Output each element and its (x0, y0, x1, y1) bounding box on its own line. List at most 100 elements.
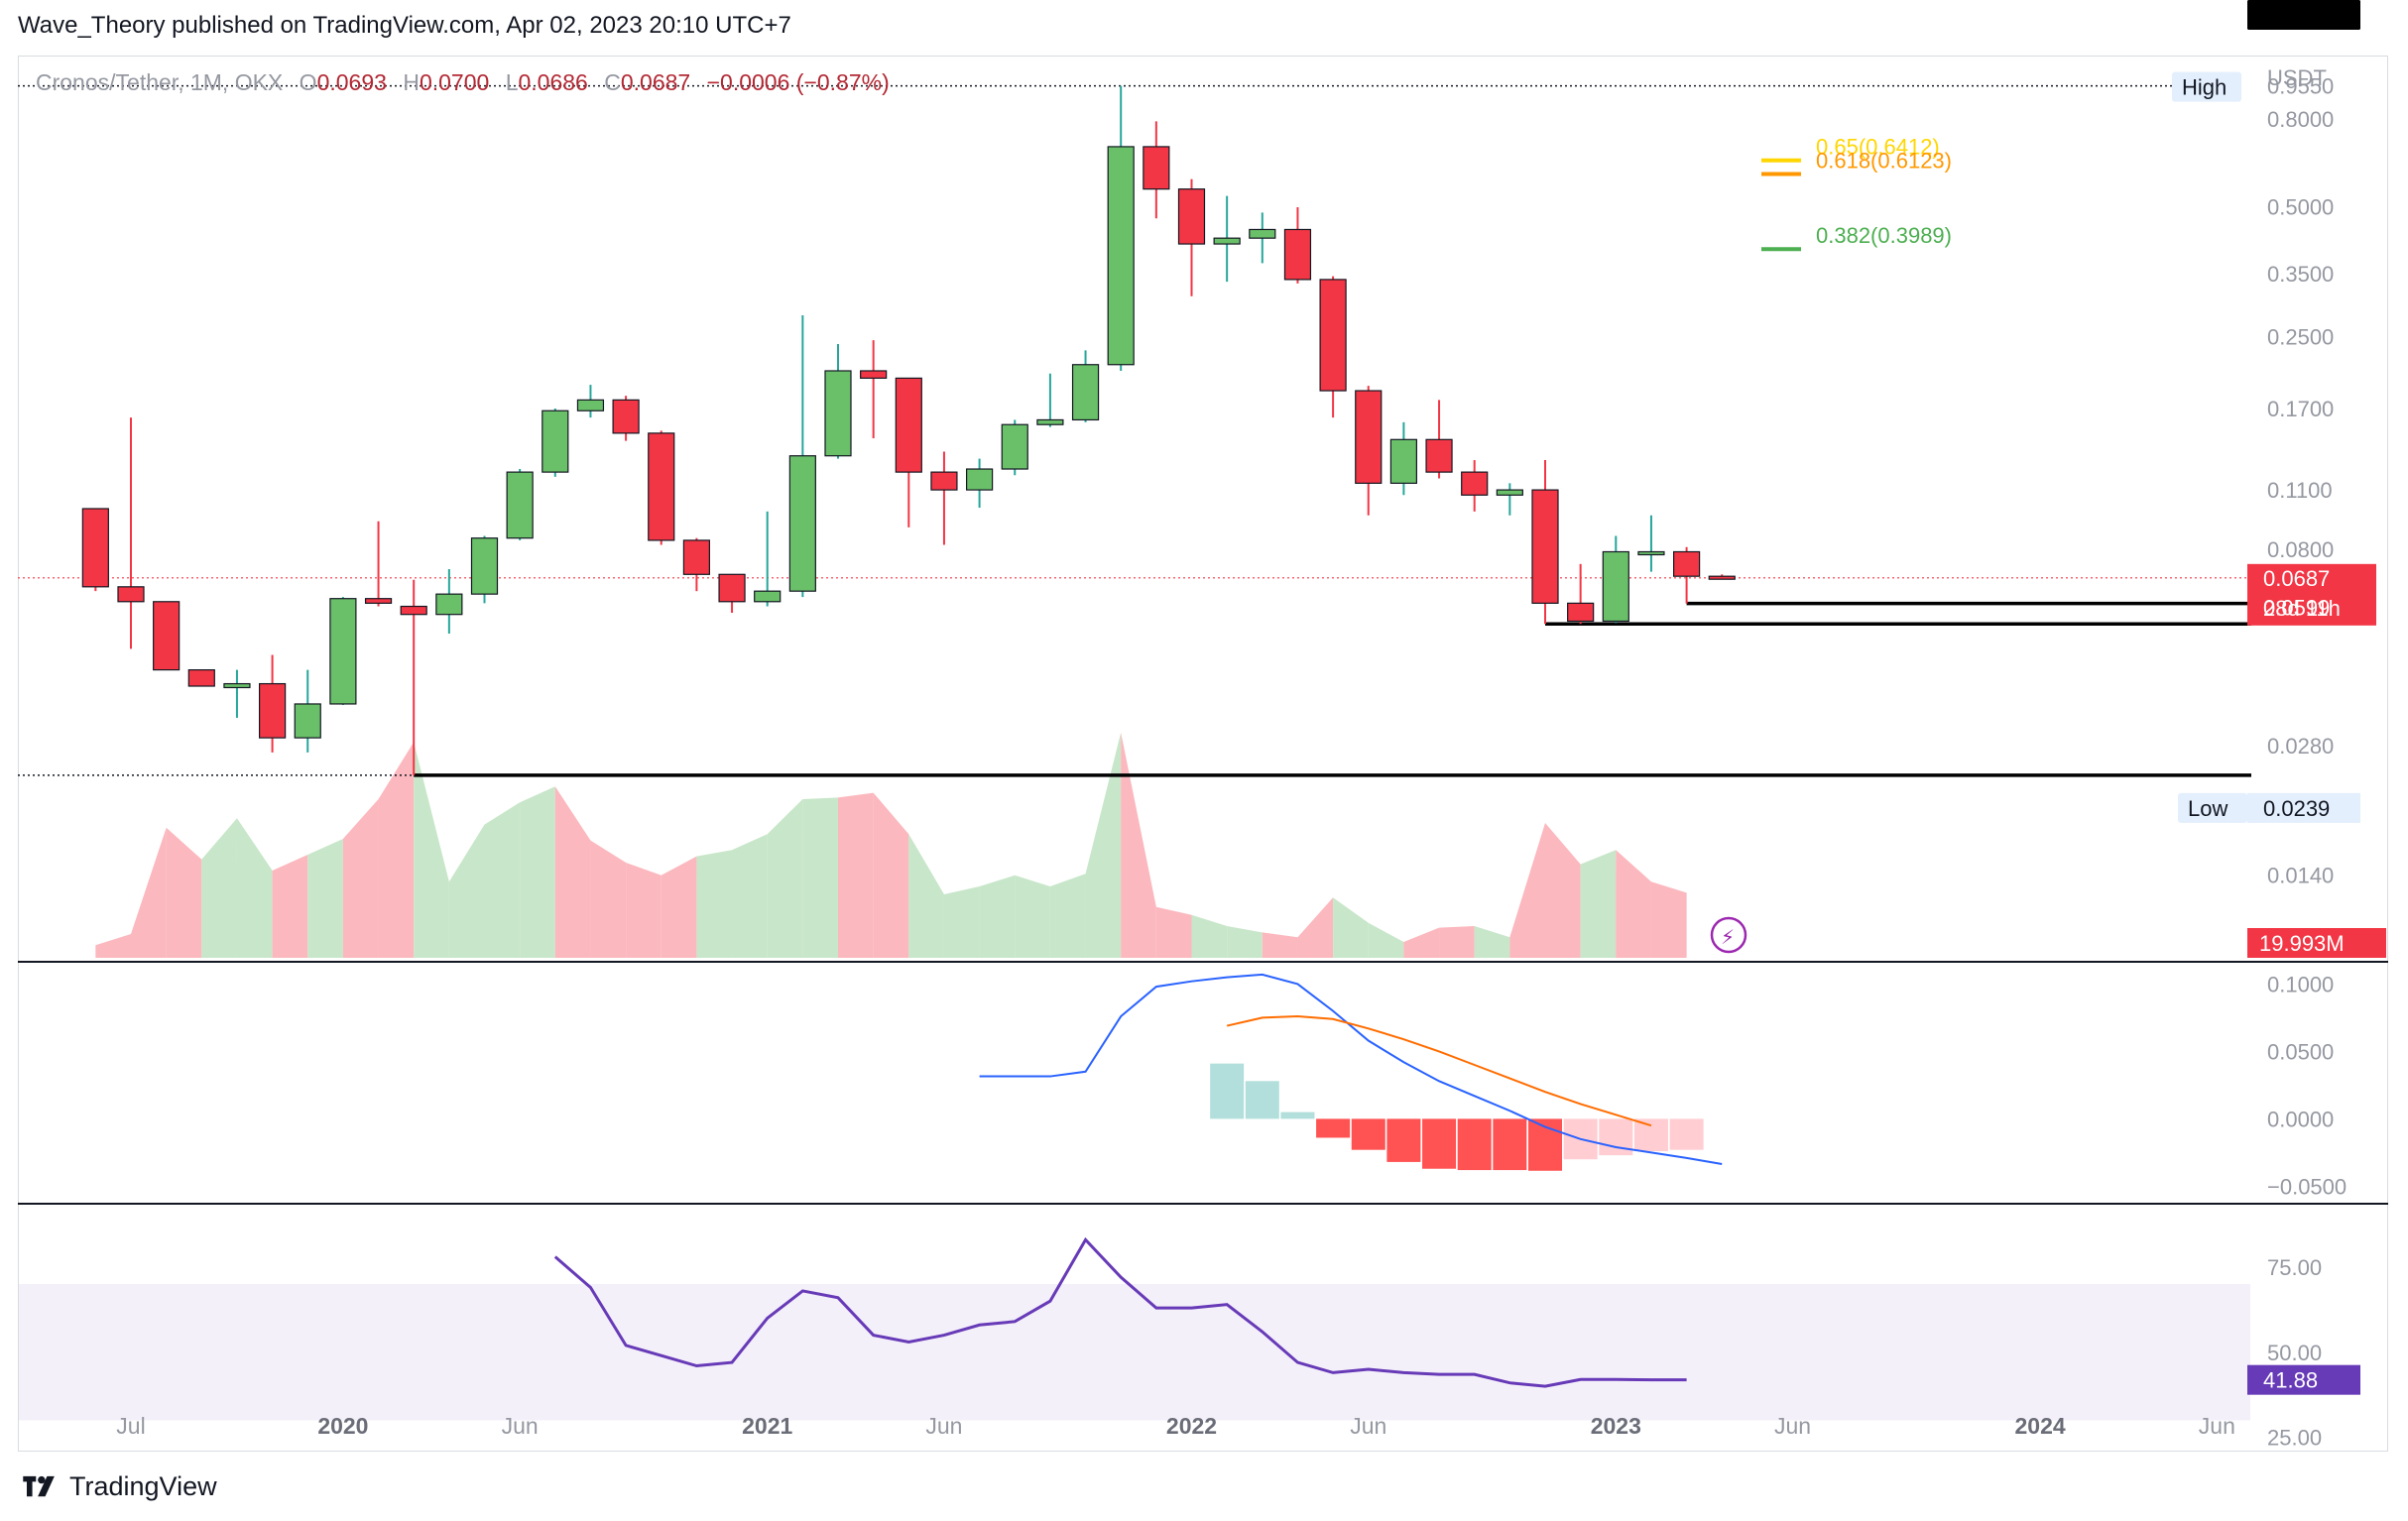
time-axis-tick: Jun (2199, 1413, 2235, 1439)
candle-down[interactable] (1177, 188, 1206, 245)
macd-histogram-bar (1386, 1118, 1421, 1162)
volume-area-segment (1227, 926, 1263, 958)
rsi-axis-tick: 75.00 (2267, 1255, 2322, 1280)
candle-down[interactable] (117, 586, 145, 603)
high-badge-bg (2172, 71, 2241, 102)
candle-down[interactable] (1708, 575, 1736, 580)
candle-up[interactable] (470, 537, 499, 595)
volume-area-segment (1474, 926, 1510, 958)
candle-down[interactable] (1355, 390, 1383, 484)
candle-up[interactable] (1001, 423, 1028, 470)
candle-down[interactable] (153, 601, 181, 671)
high-label: H (403, 69, 420, 95)
price-axis-tick: 0.0800 (2267, 537, 2334, 562)
candle-up[interactable] (1213, 237, 1241, 245)
price-axis-tick: 0.2500 (2267, 324, 2334, 349)
time-axis-tick: 2022 (1166, 1413, 1217, 1439)
time-axis-tick: Jun (1350, 1413, 1386, 1439)
rsi-axis-tick: 25.00 (2267, 1426, 2322, 1451)
volume-area-segment (1580, 850, 1617, 958)
candle-down[interactable] (718, 573, 746, 603)
rsi-band (19, 1284, 2250, 1421)
candle-down[interactable] (1567, 602, 1595, 623)
volume-area-segment (979, 875, 1016, 958)
volume-area-segment (272, 855, 308, 958)
volume-tag-bg (2247, 928, 2386, 958)
volume-area-segment (1439, 926, 1475, 958)
macd-signal-line (1226, 1015, 1652, 1127)
candle-up[interactable] (506, 471, 534, 539)
candle-down[interactable] (187, 668, 215, 687)
volume-area-segment (307, 839, 343, 958)
fib-level-label: 0.618(0.6123) (1816, 148, 1952, 173)
volume-area-segment (1262, 932, 1298, 958)
candle-down[interactable] (81, 508, 109, 588)
candle-up[interactable] (965, 468, 994, 491)
candle-up[interactable] (1071, 364, 1100, 421)
lightning-icon-glyph: ⚡ (1721, 927, 1735, 949)
lightning-icon[interactable] (1710, 916, 1747, 954)
candle-down[interactable] (895, 377, 922, 473)
macd-histogram-bar (1633, 1118, 1668, 1152)
candle-down[interactable] (648, 432, 675, 541)
macd-histogram-bar (1245, 1081, 1279, 1119)
price-axis-tick: 0.1700 (2267, 397, 2334, 421)
candle-up[interactable] (435, 593, 463, 616)
low-value: 0.0686 (518, 69, 588, 95)
footer-brand[interactable]: TradingView (18, 1471, 217, 1502)
volume-area-segment (484, 802, 521, 958)
low-value-bg (2247, 792, 2360, 823)
candle-up[interactable] (329, 598, 357, 705)
candle-down[interactable] (1425, 438, 1453, 473)
candle-up[interactable] (1496, 489, 1523, 496)
candle-down[interactable] (259, 682, 287, 739)
macd-histogram-bar (1669, 1118, 1704, 1150)
candle-up[interactable] (223, 682, 251, 689)
volume-area-segment (1368, 922, 1404, 958)
candle-down[interactable] (1461, 471, 1489, 496)
candle-up[interactable] (824, 370, 852, 457)
candle-up[interactable] (788, 455, 816, 592)
candle-up[interactable] (754, 590, 782, 603)
macd-axis-tick: 0.1000 (2267, 972, 2334, 996)
candle-up[interactable] (1637, 550, 1665, 556)
price-axis-tick: 0.3500 (2267, 262, 2334, 287)
high-value: 0.0700 (419, 69, 490, 95)
candle-up[interactable] (542, 410, 569, 473)
publisher-header: Wave_Theory published on TradingView.com… (18, 12, 791, 39)
candle-down[interactable] (682, 539, 711, 575)
macd-axis-tick: 0.0500 (2267, 1039, 2334, 1064)
support-price-tag: 0.0599 (2263, 596, 2330, 621)
candle-down[interactable] (1283, 228, 1312, 281)
candle-up[interactable] (294, 703, 321, 739)
symbol-name[interactable]: Cronos/Tether, 1M, OKX (36, 69, 284, 95)
candle-up[interactable] (1107, 146, 1135, 366)
volume-area-segment (95, 934, 131, 958)
time-axis-tick: 2021 (742, 1413, 792, 1439)
candle-down[interactable] (1319, 279, 1347, 392)
candle-up[interactable] (1602, 550, 1629, 623)
candle-down[interactable] (860, 370, 888, 379)
price-axis-tick: 0.9550 (2267, 74, 2334, 99)
price-axis-tick: 0.0280 (2267, 734, 2334, 759)
volume-area-segment (236, 818, 273, 958)
candle-up[interactable] (1249, 228, 1276, 239)
candle-up[interactable] (576, 399, 605, 411)
candle-up[interactable] (1389, 438, 1418, 484)
candle-down[interactable] (1143, 146, 1170, 190)
currency-label: USDT (2267, 65, 2327, 90)
candle-down[interactable] (612, 399, 640, 434)
volume-area-segment (414, 742, 449, 958)
candle-down[interactable] (1672, 550, 1701, 577)
candle-up[interactable] (1036, 418, 1064, 425)
volume-area-segment (661, 856, 697, 958)
support-price-tag: 0.0537 (2263, 622, 2330, 646)
support-price-tag: 0.0239 (2263, 763, 2330, 788)
candle-down[interactable] (400, 605, 427, 616)
candle-down[interactable] (1531, 489, 1559, 604)
candle-down[interactable] (930, 471, 958, 491)
candle-down[interactable] (364, 598, 393, 604)
macd-histogram-bar (1351, 1118, 1385, 1150)
support-price-tag-bg (2247, 0, 2360, 30)
